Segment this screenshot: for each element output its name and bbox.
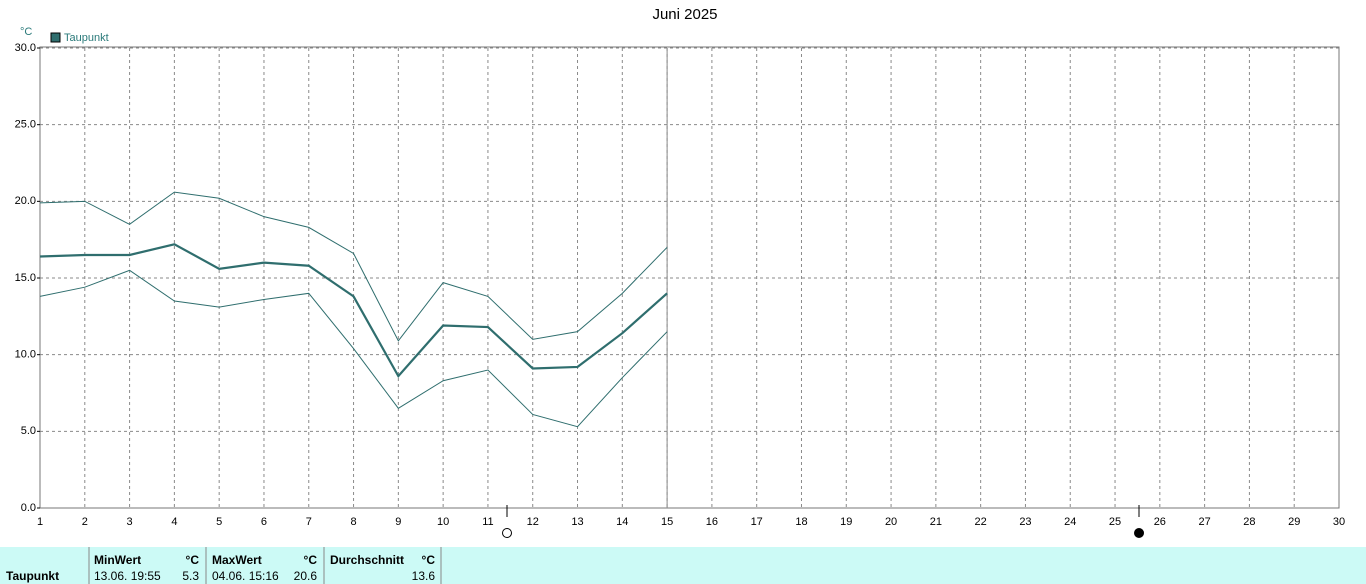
stat-time: 04.06. 15:16 [212, 569, 279, 583]
stat-unit: °C [422, 553, 436, 567]
x-tick-label: 3 [127, 516, 133, 528]
x-tick-label: 21 [930, 516, 942, 528]
y-tick-label: 10.0 [15, 349, 36, 361]
x-tick-label: 27 [1198, 516, 1210, 528]
x-tick-label: 1 [37, 516, 43, 528]
x-tick-label: 10 [437, 516, 449, 528]
y-tick-label: 15.0 [15, 272, 36, 284]
x-tick-label: 20 [885, 516, 897, 528]
chart-title: Juni 2025 [652, 6, 717, 23]
full-moon [502, 528, 512, 538]
x-tick-label: 6 [261, 516, 267, 528]
x-tick-label: 25 [1109, 516, 1121, 528]
stat-value: 5.3 [182, 569, 199, 583]
x-tick-label: 23 [1019, 516, 1031, 528]
x-tick-label: 13 [571, 516, 583, 528]
stat-time: 13.06. 19:55 [94, 569, 161, 583]
y-tick-label: 0.0 [21, 502, 36, 514]
y-unit: °C [20, 26, 32, 38]
x-tick-label: 18 [795, 516, 807, 528]
stat-unit: °C [304, 553, 318, 567]
line-values [39, 243, 668, 379]
new-moon [1134, 528, 1144, 538]
x-tick-label: 12 [527, 516, 539, 528]
x-tick-label: 8 [350, 516, 356, 528]
x-tick-label: 9 [395, 516, 401, 528]
line-max [39, 191, 668, 342]
stats-label: Taupunkt [6, 569, 59, 583]
y-tick-label: 25.0 [15, 119, 36, 131]
x-tick-label: 14 [616, 516, 628, 528]
x-tick-label: 11 [482, 516, 493, 528]
y-tick-label: 30.0 [15, 42, 36, 54]
stat-unit: °C [186, 553, 200, 567]
stat-header: MinWert [94, 553, 141, 567]
x-tick-label: 30 [1333, 516, 1345, 528]
x-tick-label: 15 [661, 516, 673, 528]
moon-markers [502, 505, 1144, 538]
x-tick-label: 7 [306, 516, 312, 528]
y-tick-label: 20.0 [15, 195, 36, 207]
x-tick-label: 28 [1243, 516, 1255, 528]
stat-header: MaxWert [212, 553, 262, 567]
line-min [39, 269, 668, 428]
x-tick-label: 5 [216, 516, 222, 528]
stats-separators [88, 547, 442, 584]
y-tick-label: 5.0 [21, 425, 36, 437]
x-tick-label: 17 [751, 516, 763, 528]
x-tick-label: 4 [171, 516, 177, 528]
legend-swatch [50, 32, 61, 43]
stat-header: Durchschnitt [330, 553, 404, 567]
x-tick-label: 22 [975, 516, 987, 528]
x-tick-label: 2 [82, 516, 88, 528]
legend-label: Taupunkt [64, 32, 109, 44]
stats-bar [0, 547, 1366, 584]
x-tick-label: 16 [706, 516, 718, 528]
stat-value: 13.6 [412, 569, 436, 583]
stat-value: 20.6 [294, 569, 318, 583]
x-tick-label: 19 [840, 516, 852, 528]
x-tick-label: 29 [1288, 516, 1300, 528]
x-tick-label: 24 [1064, 516, 1076, 528]
x-tick-label: 26 [1154, 516, 1166, 528]
